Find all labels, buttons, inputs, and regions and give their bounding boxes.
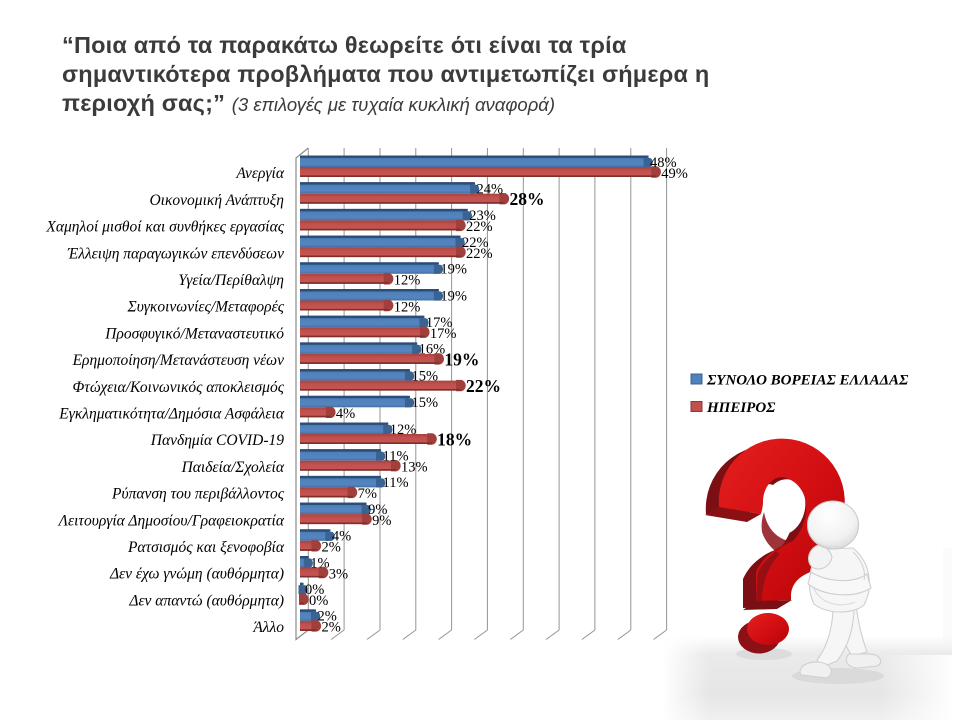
svg-text:Συγκοινωνίες/Μεταφορές: Συγκοινωνίες/Μεταφορές xyxy=(126,299,284,316)
svg-text:7%: 7% xyxy=(358,486,377,502)
svg-text:4%: 4% xyxy=(336,406,355,422)
svg-text:Ανεργία: Ανεργία xyxy=(235,165,284,182)
svg-text:13%: 13% xyxy=(401,460,428,476)
svg-text:12%: 12% xyxy=(394,273,421,289)
svg-text:11%: 11% xyxy=(383,475,409,491)
svg-text:Πανδημία COVID-19: Πανδημία COVID-19 xyxy=(150,432,284,449)
svg-text:24%: 24% xyxy=(477,182,504,198)
svg-text:Χαμηλοί μισθοί και συνθήκες ερ: Χαμηλοί μισθοί και συνθήκες εργασίας xyxy=(45,219,284,236)
svg-text:Υγεία/Περίθαλψη: Υγεία/Περίθαλψη xyxy=(178,272,284,289)
svg-text:Δεν απαντώ (αυθόρμητα): Δεν απαντώ (αυθόρμητα) xyxy=(128,592,284,609)
svg-text:Ερημοποίηση/Μετανάστευση νέων: Ερημοποίηση/Μετανάστευση νέων xyxy=(72,352,285,369)
svg-text:Οικονομική Ανάπτυξη: Οικονομική Ανάπτυξη xyxy=(149,192,284,209)
svg-text:Παιδεία/Σχολεία: Παιδεία/Σχολεία xyxy=(181,459,285,476)
svg-text:Προσφυγικό/Μεταναστευτικό: Προσφυγικό/Μεταναστευτικό xyxy=(104,325,284,342)
svg-text:4%: 4% xyxy=(332,529,351,545)
svg-text:ΣΥΝΟΛΟ ΒΟΡΕΙΑΣ ΕΛΛΑΔΑΣ: ΣΥΝΟΛΟ ΒΟΡΕΙΑΣ ΕΛΛΑΔΑΣ xyxy=(706,373,909,389)
svg-text:22%: 22% xyxy=(462,235,489,251)
svg-text:0%: 0% xyxy=(309,593,328,609)
svg-text:Δεν έχω γνώμη (αυθόρμητα): Δεν έχω γνώμη (αυθόρμητα) xyxy=(109,566,284,583)
svg-text:Άλλο: Άλλο xyxy=(252,619,284,636)
svg-text:16%: 16% xyxy=(419,342,446,358)
svg-text:19%: 19% xyxy=(440,262,467,278)
svg-text:ΗΠΕΙΡΟΣ: ΗΠΕΙΡΟΣ xyxy=(706,400,776,416)
svg-text:Εγκληματικότητα/Δημόσια Ασφάλε: Εγκληματικότητα/Δημόσια Ασφάλεια xyxy=(58,406,285,423)
svg-text:17%: 17% xyxy=(430,326,457,342)
svg-text:Ρύπανση του περιβάλλοντος: Ρύπανση του περιβάλλοντος xyxy=(111,486,285,503)
svg-text:2%: 2% xyxy=(321,540,340,556)
svg-text:Φτώχεια/Κοινωνικός αποκλεισμός: Φτώχεια/Κοινωνικός αποκλεισμός xyxy=(72,379,284,396)
svg-text:Έλλειψη παραγωγικών επενδύσεων: Έλλειψη παραγωγικών επενδύσεων xyxy=(67,245,284,262)
svg-text:2%: 2% xyxy=(317,609,336,625)
svg-text:12%: 12% xyxy=(390,422,417,438)
svg-text:9%: 9% xyxy=(368,502,387,518)
svg-text:15%: 15% xyxy=(411,395,438,411)
svg-text:49%: 49% xyxy=(661,166,688,182)
svg-text:28%: 28% xyxy=(509,189,544,209)
svg-text:17%: 17% xyxy=(426,315,453,331)
svg-text:Ρατσισμός και ξενοφοβία: Ρατσισμός και ξενοφοβία xyxy=(127,539,285,556)
svg-text:Λειτουργία Δημοσίου/Γραφειοκρα: Λειτουργία Δημοσίου/Γραφειοκρατία xyxy=(57,512,285,529)
svg-text:2%: 2% xyxy=(321,620,340,636)
svg-text:15%: 15% xyxy=(411,368,438,384)
svg-text:18%: 18% xyxy=(437,430,472,450)
svg-text:0%: 0% xyxy=(305,582,324,598)
svg-text:1%: 1% xyxy=(310,555,329,571)
svg-text:3%: 3% xyxy=(329,566,348,582)
svg-text:19%: 19% xyxy=(440,288,467,304)
svg-text:19%: 19% xyxy=(444,349,479,369)
svg-text:22%: 22% xyxy=(466,376,501,396)
svg-text:12%: 12% xyxy=(394,299,421,315)
svg-text:9%: 9% xyxy=(372,513,391,529)
svg-text:48%: 48% xyxy=(650,155,677,171)
svg-text:22%: 22% xyxy=(466,246,493,262)
svg-text:22%: 22% xyxy=(466,219,493,235)
svg-text:11%: 11% xyxy=(383,449,409,465)
svg-text:23%: 23% xyxy=(469,208,496,224)
